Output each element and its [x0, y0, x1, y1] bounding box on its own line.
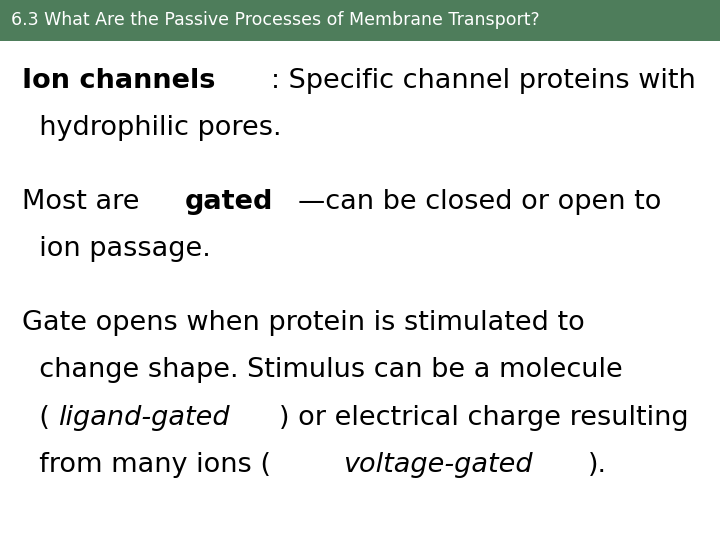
Text: 6.3 What Are the Passive Processes of Membrane Transport?: 6.3 What Are the Passive Processes of Me…: [11, 11, 539, 29]
Text: Gate opens when protein is stimulated to: Gate opens when protein is stimulated to: [22, 310, 585, 336]
Text: Most are: Most are: [22, 188, 148, 215]
Text: change shape. Stimulus can be a molecule: change shape. Stimulus can be a molecule: [22, 357, 622, 383]
FancyBboxPatch shape: [0, 0, 720, 40]
Text: Ion channels: Ion channels: [22, 68, 215, 93]
Text: hydrophilic pores.: hydrophilic pores.: [22, 115, 281, 141]
Text: ligand-gated: ligand-gated: [58, 405, 229, 431]
Text: (: (: [22, 405, 50, 431]
Text: —can be closed or open to: —can be closed or open to: [298, 188, 662, 215]
Text: ).: ).: [588, 453, 606, 478]
Text: ) or electrical charge resulting: ) or electrical charge resulting: [279, 405, 688, 431]
Text: : Specific channel proteins with: : Specific channel proteins with: [271, 68, 696, 93]
Text: ion passage.: ion passage.: [22, 236, 210, 262]
Text: voltage-gated: voltage-gated: [343, 453, 533, 478]
Text: from many ions (: from many ions (: [22, 453, 271, 478]
Text: gated: gated: [184, 188, 273, 215]
